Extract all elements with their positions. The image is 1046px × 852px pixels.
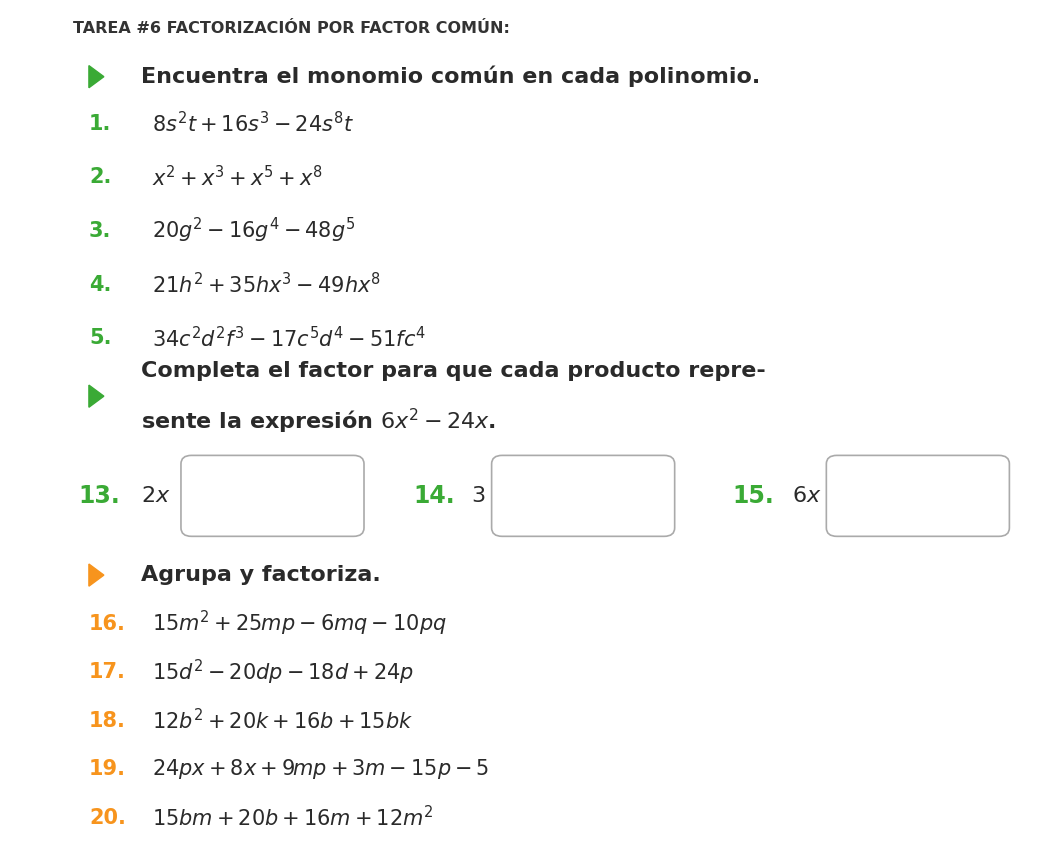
Text: TAREA #6 FACTORIZACIÓN POR FACTOR COMÚN:: TAREA #6 FACTORIZACIÓN POR FACTOR COMÚN: [73, 21, 510, 37]
Text: $24px + 8x + 9mp + 3m - 15p - 5$: $24px + 8x + 9mp + 3m - 15p - 5$ [152, 757, 490, 781]
FancyBboxPatch shape [181, 455, 364, 537]
Text: $2x$: $2x$ [141, 486, 170, 506]
Polygon shape [89, 385, 104, 407]
Text: 3.: 3. [89, 221, 111, 241]
Text: 19.: 19. [89, 759, 126, 780]
Text: $34c^2d^2f^3 - 17c^5d^4 - 51fc^4$: $34c^2d^2f^3 - 17c^5d^4 - 51fc^4$ [152, 325, 426, 351]
Polygon shape [89, 564, 104, 586]
Text: 16.: 16. [89, 613, 126, 634]
Polygon shape [89, 66, 104, 88]
Text: $15d^2 - 20dp - 18d + 24p$: $15d^2 - 20dp - 18d + 24p$ [152, 658, 413, 687]
Text: $15m^2 + 25mp - 6mq - 10pq$: $15m^2 + 25mp - 6mq - 10pq$ [152, 609, 447, 638]
Text: Agrupa y factoriza.: Agrupa y factoriza. [141, 565, 381, 585]
FancyBboxPatch shape [492, 455, 675, 537]
Text: 5.: 5. [89, 328, 112, 348]
Text: $15bm + 20b + 16m + 12m^2$: $15bm + 20b + 16m + 12m^2$ [152, 805, 433, 831]
Text: Completa el factor para que cada producto repre-: Completa el factor para que cada product… [141, 360, 766, 381]
Text: 4.: 4. [89, 274, 111, 295]
Text: $x^2 + x^3 + x^5 + x^8$: $x^2 + x^3 + x^5 + x^8$ [152, 164, 322, 190]
Text: $21h^2 + 35hx^3 - 49hx^8$: $21h^2 + 35hx^3 - 49hx^8$ [152, 272, 381, 297]
Text: 14.: 14. [413, 484, 455, 508]
Text: $12b^2 + 20k + 16b + 15bk$: $12b^2 + 20k + 16b + 15bk$ [152, 708, 413, 734]
Text: 18.: 18. [89, 711, 126, 731]
Text: 1.: 1. [89, 113, 111, 134]
Text: $6x$: $6x$ [792, 486, 821, 506]
FancyBboxPatch shape [826, 455, 1009, 537]
Text: $8s^2t + 16s^3 - 24s^8t$: $8s^2t + 16s^3 - 24s^8t$ [152, 111, 354, 136]
Text: 15.: 15. [732, 484, 774, 508]
Text: 13.: 13. [78, 484, 120, 508]
Text: 2.: 2. [89, 167, 111, 187]
Text: $20g^2 - 16g^4 - 48g^5$: $20g^2 - 16g^4 - 48g^5$ [152, 216, 355, 245]
Text: 20.: 20. [89, 808, 126, 828]
Text: Encuentra el monomio común en cada polinomio.: Encuentra el monomio común en cada polin… [141, 66, 760, 88]
Text: $3$: $3$ [471, 486, 485, 506]
Text: 17.: 17. [89, 662, 126, 682]
Text: sente la expresión $6x^2 - 24x$.: sente la expresión $6x^2 - 24x$. [141, 407, 496, 436]
